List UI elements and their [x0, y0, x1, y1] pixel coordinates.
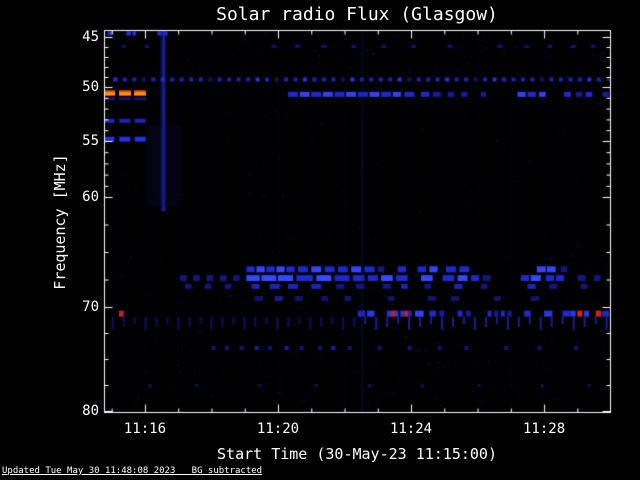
- x-tick-label: 11:24: [389, 421, 433, 437]
- x-tick-label: 11:16: [123, 421, 167, 437]
- y-tick-label: 70: [82, 299, 99, 315]
- y-tick-label: 45: [82, 29, 99, 45]
- y-tick-label: 80: [82, 403, 99, 419]
- status-bar-text: Updated Tue May 30 11:48:08 2023 BG subt…: [2, 466, 263, 476]
- y-tick-label: 50: [82, 79, 99, 95]
- x-tick-label: 11:20: [256, 421, 300, 437]
- x-tick-label: 11:28: [523, 421, 566, 437]
- x-axis-label: Start Time (30-May-23 11:15:00): [217, 445, 497, 463]
- y-axis-label: Frequency [MHz]: [51, 154, 69, 290]
- y-tick-label: 55: [82, 133, 99, 149]
- y-tick-label: 60: [82, 189, 99, 205]
- chart-title: Solar radio Flux (Glasgow): [216, 4, 498, 25]
